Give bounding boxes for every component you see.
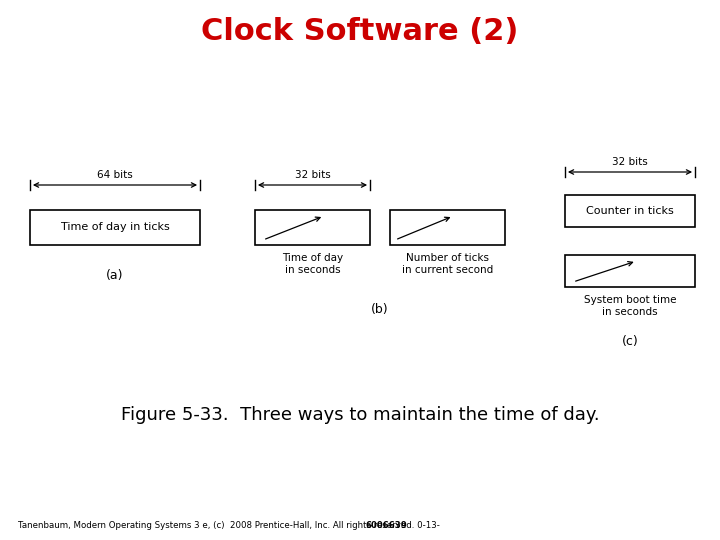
Bar (255, 210, 370, 245)
Text: 64 bits: 64 bits (97, 170, 133, 180)
Text: 32 bits: 32 bits (294, 170, 330, 180)
Text: System boot time
in seconds: System boot time in seconds (584, 295, 676, 316)
Bar (390, 210, 505, 245)
Text: Number of ticks
in current second: Number of ticks in current second (402, 253, 493, 275)
Text: (c): (c) (621, 335, 639, 348)
Text: Tanenbaum, Modern Operating Systems 3 e, (c)  2008 Prentice-Hall, Inc. All right: Tanenbaum, Modern Operating Systems 3 e,… (18, 521, 440, 530)
Bar (565, 195, 695, 227)
Bar (30, 210, 200, 245)
Text: 6006639: 6006639 (365, 521, 407, 530)
Text: Counter in ticks: Counter in ticks (586, 206, 674, 216)
Text: Tanenbaum, Modern Operating Systems 3 e, (c)  2008 Prentice-Hall, Inc. All right: Tanenbaum, Modern Operating Systems 3 e,… (18, 521, 478, 530)
Text: (b): (b) (372, 303, 389, 316)
Text: Time of day
in seconds: Time of day in seconds (282, 253, 343, 275)
Text: Time of day in ticks: Time of day in ticks (60, 222, 169, 233)
Text: (a): (a) (107, 268, 124, 281)
Bar (565, 255, 695, 287)
Text: 32 bits: 32 bits (612, 157, 648, 167)
Text: Figure 5-33.  Three ways to maintain the time of day.: Figure 5-33. Three ways to maintain the … (121, 406, 599, 424)
Text: Clock Software (2): Clock Software (2) (202, 17, 518, 46)
